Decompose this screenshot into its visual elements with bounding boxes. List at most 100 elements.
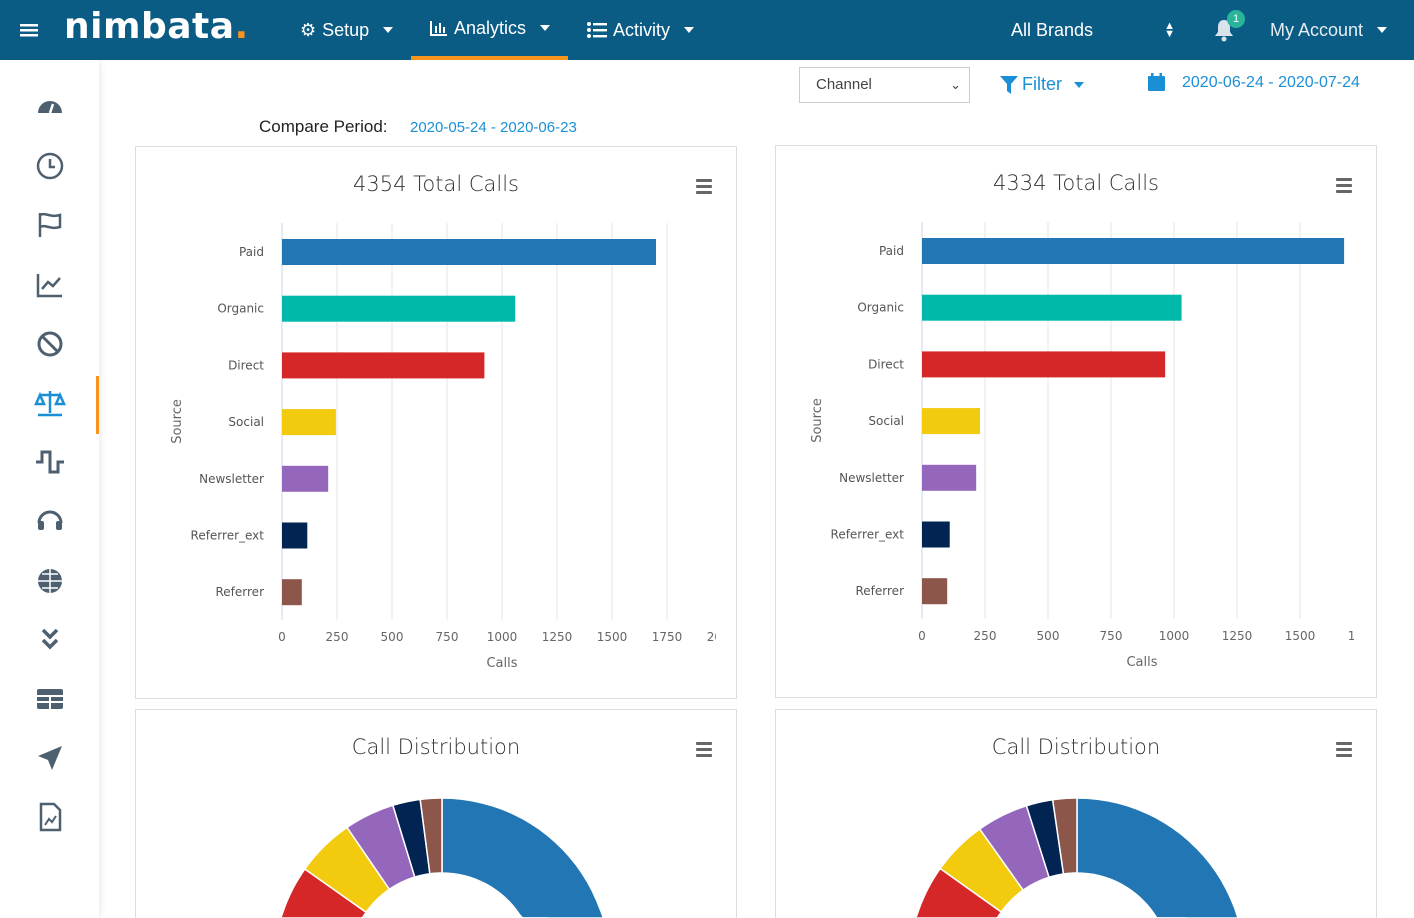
donut-slice-referrer [1051,797,1078,875]
x-tick-label: 1250 [542,630,573,644]
chart-title: 4334 Total Calls [993,171,1159,195]
dashboard-icon[interactable] [34,91,66,123]
bar-direct [282,352,485,379]
ban-icon[interactable] [34,328,66,360]
account-label: My Account [1270,19,1364,40]
y-category-label: Referrer_ext [191,529,265,543]
bar-referrer_ext [282,522,308,549]
flag-icon[interactable] [34,209,66,241]
x-tick-label: 750 [436,630,459,644]
x-tick-label: 1750 [652,630,683,644]
active-indicator [96,376,99,434]
channel-select[interactable]: Channel ⌄ [799,67,970,103]
filter-button[interactable]: Filter [1000,74,1084,95]
chart-menu-icon[interactable] [1336,178,1352,194]
chart-title: Call Distribution [991,735,1161,759]
y-category-label: Direct [228,358,264,372]
caret-down-icon [1377,27,1388,33]
trend-chart-icon[interactable] [34,269,66,301]
x-tick-label: 1000 [487,630,518,644]
nav-activity[interactable]: Activity [587,0,695,60]
y-category-label: Organic [857,301,904,315]
calendar-icon [1148,73,1165,91]
x-tick-label: 500 [381,630,404,644]
y-category-label: Referrer [856,584,905,598]
bar-social [282,409,336,436]
x-axis-title: Calls [1126,655,1157,670]
chart-menu-icon[interactable] [696,742,712,758]
headset-icon[interactable] [34,505,66,537]
hamburger-menu-icon[interactable] [20,0,40,60]
total-calls-card-compare: 4334 Total Calls 0 250 500 750 1000 1250 1500 1… [775,145,1377,698]
bar-paid [922,238,1345,264]
logo-text: nimbata [64,6,235,47]
y-category-label: Paid [879,244,904,258]
y-category-label: Organic [217,302,264,316]
y-axis-title: Source [170,399,185,444]
chart-menu-icon[interactable] [696,179,712,195]
notifications-bell-icon[interactable] [1213,0,1235,60]
nav-analytics[interactable]: Analytics [411,0,568,60]
call-distribution-card-compare: Call Distribution [775,709,1377,918]
chevrons-down-icon[interactable] [34,624,66,656]
caret-down-icon [540,25,551,31]
x-tick-label: 750 [1100,629,1123,643]
x-tick-label: 0 [278,630,286,644]
compare-period-range[interactable]: 2020-05-24 - 2020-06-23 [410,119,577,136]
bar-referrer [282,579,302,606]
x-tick-label: 2000 [707,630,716,644]
bar-newsletter [282,465,329,492]
logo[interactable]: nimbata. [64,6,249,47]
balance-scale-icon[interactable] [34,387,66,419]
filter-icon [1000,75,1018,94]
x-axis-title: Calls [486,656,517,671]
caret-down-icon [1074,81,1084,88]
bar-chart-compare: 0 250 500 750 1000 1250 1500 1750 Paid Organic Dir… [810,222,1354,670]
globe-icon[interactable] [34,565,66,597]
bar-organic [922,294,1182,321]
y-category-label: Social [228,415,264,429]
x-tick-label: 1750 [1348,629,1354,643]
y-category-label: Paid [239,245,264,259]
bar-chart-current: 0 250 500 750 1000 1250 1500 1750 2000 Paid Organi… [170,223,716,671]
bar-referrer_ext [922,521,950,548]
sidebar [0,60,99,918]
chevron-down-icon: ⌄ [950,77,961,92]
bar-direct [922,351,1166,378]
bar-referrer [922,578,948,605]
x-tick-label: 1250 [1222,629,1253,643]
chart-menu-icon[interactable] [1336,742,1352,758]
nav-activity-label: Activity [613,19,671,40]
list-icon [587,22,607,38]
x-tick-label: 500 [1037,629,1060,643]
signal-wave-icon[interactable] [34,446,66,478]
bar-newsletter [922,464,977,491]
notification-count-badge: 1 [1227,10,1245,28]
account-menu[interactable]: My Account [1270,0,1388,60]
total-calls-card-current: 4354 Total Calls 0 250 500 750 1000 1250 1500 1… [135,146,737,699]
y-category-label: Newsletter [839,471,904,485]
table-icon[interactable] [34,683,66,715]
brand-selector[interactable]: All Brands ▲ ▼ [1011,0,1181,60]
report-file-icon[interactable] [34,801,66,833]
x-tick-label: 250 [974,629,997,643]
compare-period-label: Compare Period: [259,117,388,136]
date-range-picker[interactable]: 2020-06-24 - 2020-07-24 [1182,74,1360,91]
gear-icon: ⚙ [300,19,317,40]
donut-chart-current [274,797,610,918]
donut-slice-referrer [419,797,443,875]
nav-setup-label: Setup [322,19,370,40]
y-category-label: Social [868,414,904,428]
x-tick-label: 1000 [1159,629,1190,643]
bar-chart-icon [430,21,447,36]
call-distribution-card-current: Call Distribution [135,709,737,918]
channel-select-value: Channel [816,76,872,93]
y-category-label: Newsletter [199,472,264,486]
paper-plane-icon[interactable] [34,742,66,774]
nav-setup[interactable]: ⚙ Setup [300,0,394,60]
bar-social [922,408,980,435]
sort-icon: ▲ ▼ [1164,20,1175,40]
clock-icon[interactable] [34,150,66,182]
brand-selector-label: All Brands [1011,19,1094,40]
y-category-label: Referrer [216,585,265,599]
